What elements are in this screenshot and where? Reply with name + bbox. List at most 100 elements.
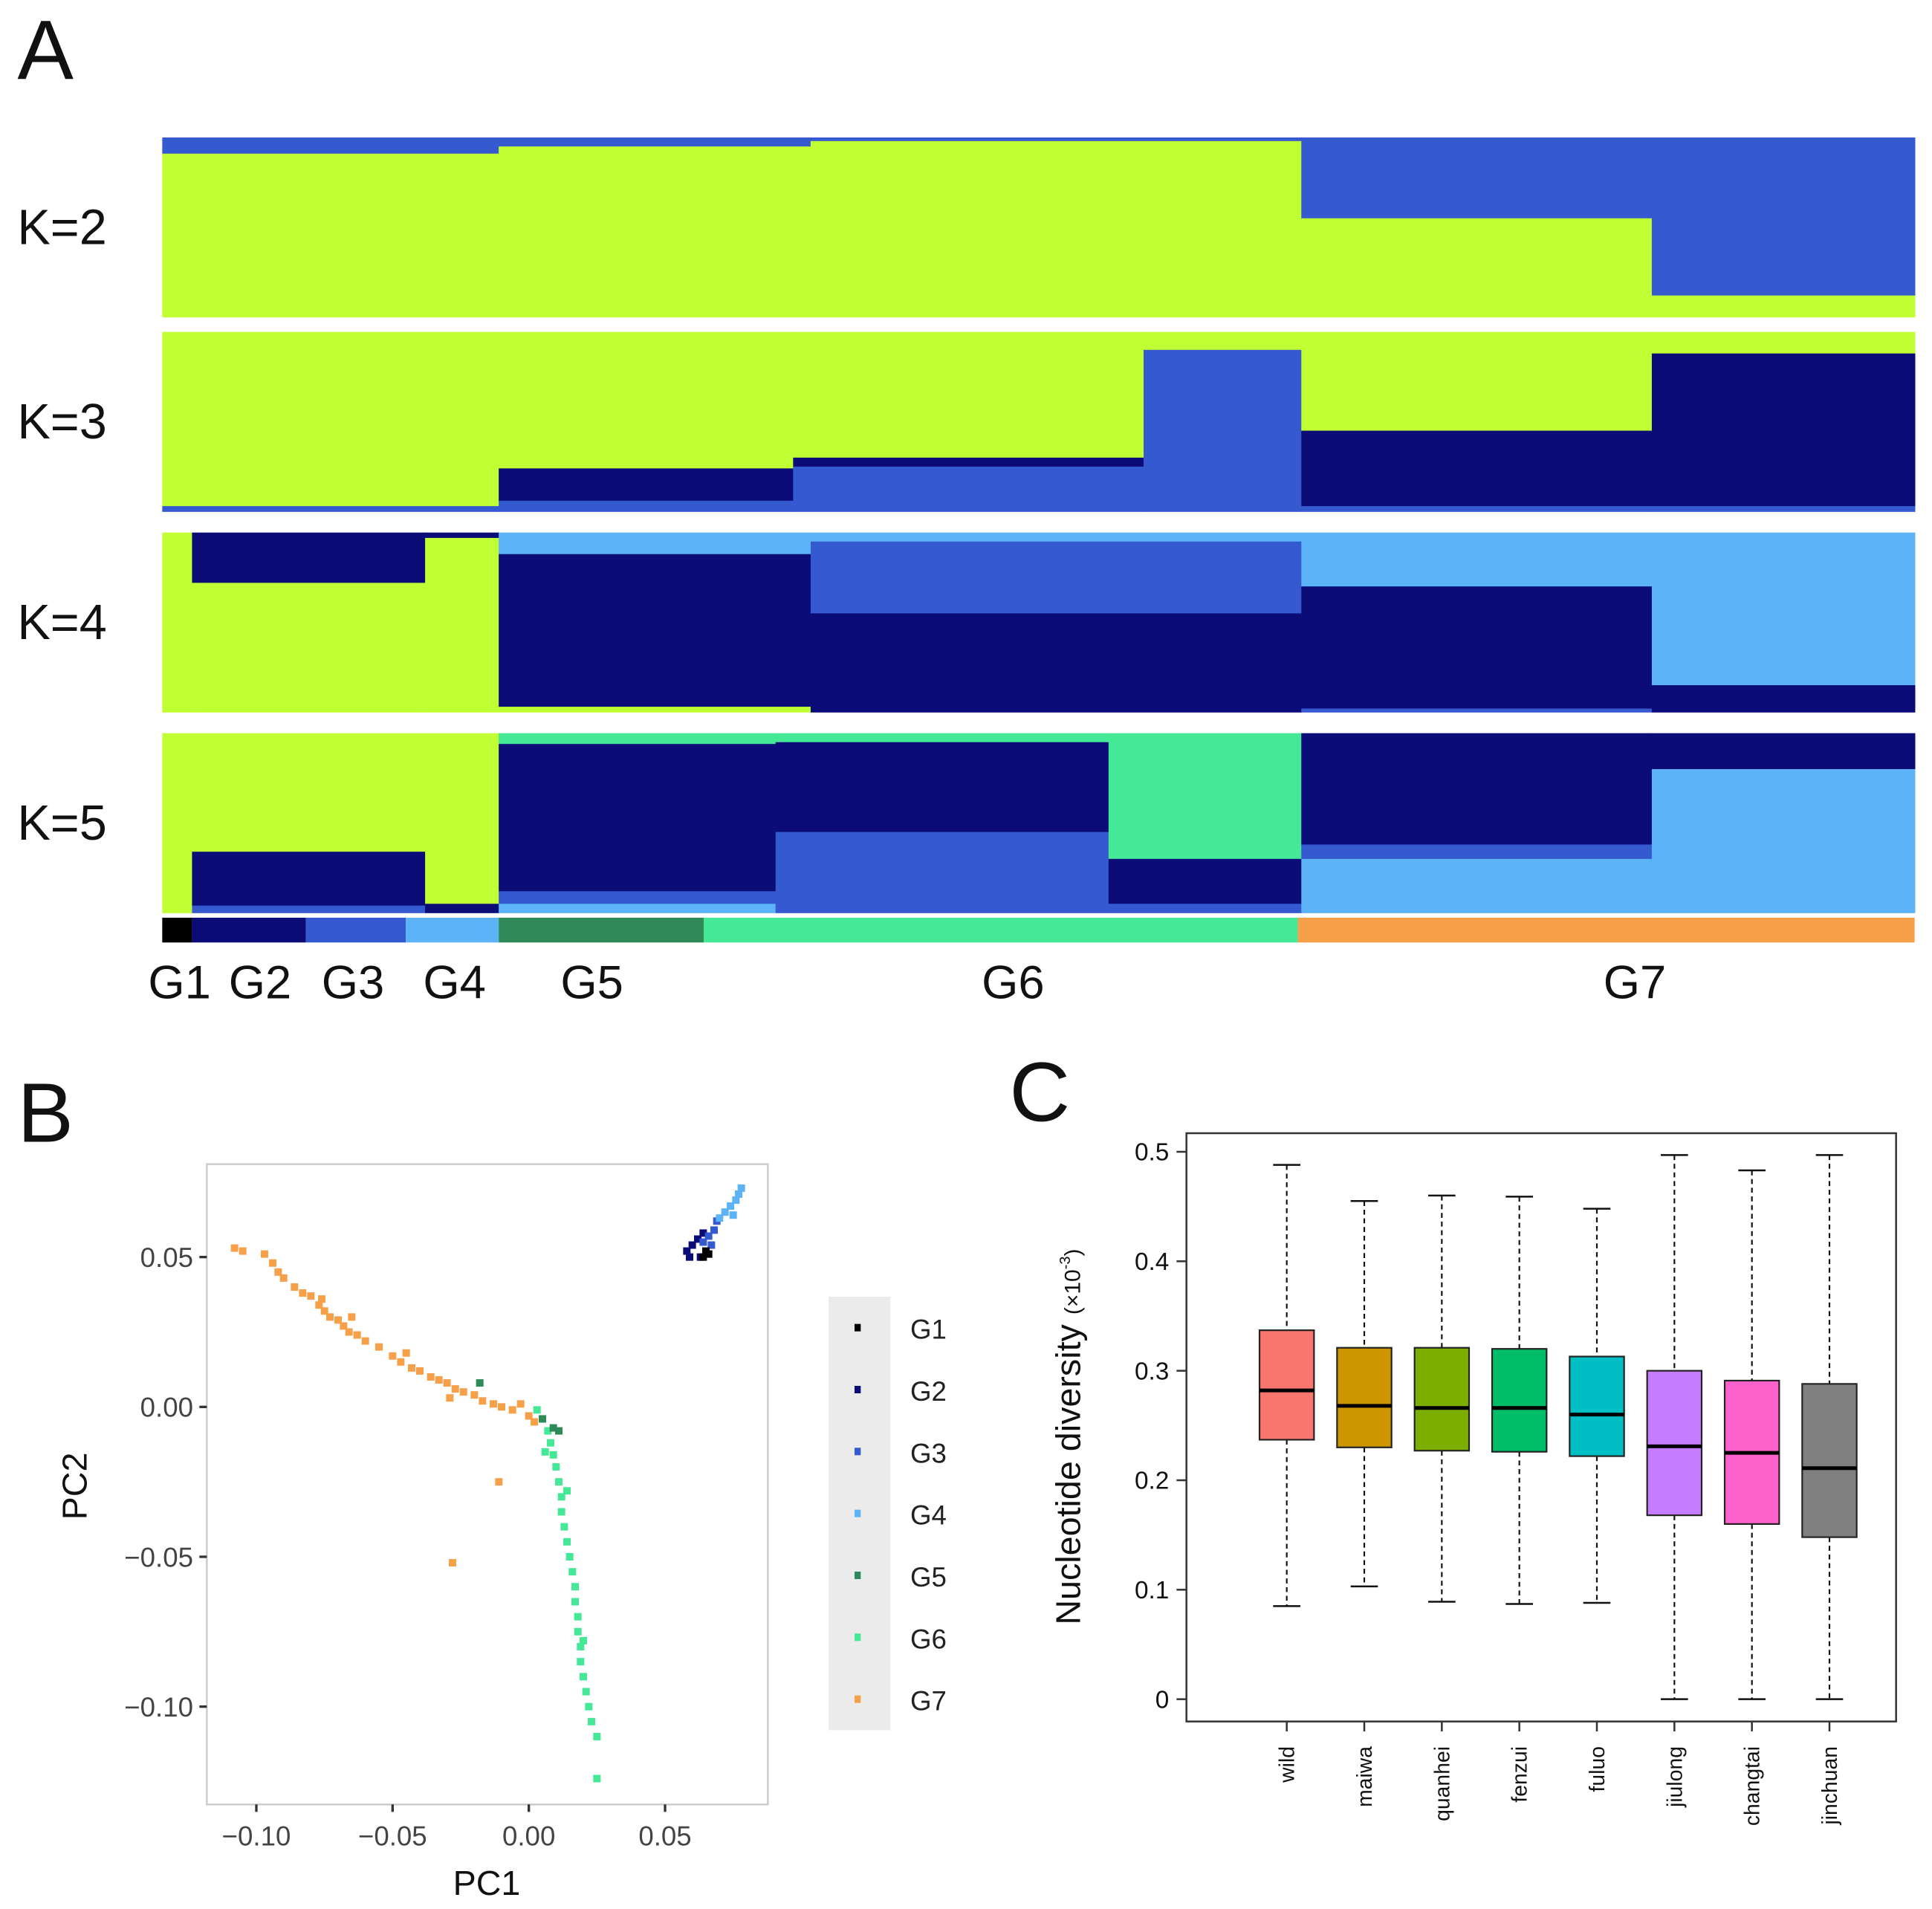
point-g7 — [239, 1247, 247, 1255]
point-g3 — [707, 1241, 716, 1249]
ancestry-segment — [425, 733, 499, 904]
point-g6 — [544, 1427, 552, 1435]
ancestry-segment — [192, 733, 426, 852]
point-g7 — [508, 1406, 516, 1414]
y-tick-label: −0.10 — [124, 1692, 193, 1722]
ancestry-segment — [499, 146, 811, 318]
ancestry-segment — [162, 506, 499, 512]
point-g6 — [577, 1658, 585, 1666]
point-g7 — [451, 1385, 459, 1393]
legend-key-g7 — [855, 1695, 861, 1703]
group-label: G5 — [560, 956, 623, 1008]
ancestry-segment — [1108, 904, 1303, 913]
legend-label: G1 — [910, 1315, 947, 1345]
point-g4 — [721, 1208, 729, 1216]
point-g5 — [555, 1427, 563, 1435]
point-g6 — [574, 1613, 582, 1621]
point-g6 — [563, 1537, 571, 1546]
point-g3 — [704, 1232, 713, 1240]
point-g6 — [533, 1406, 541, 1414]
point-g7 — [531, 1418, 538, 1426]
x-tick-label: wild — [1276, 1746, 1300, 1783]
ancestry-segment — [1301, 708, 1653, 713]
ancestry-segment — [499, 891, 777, 904]
panel-label-c: C — [1009, 1045, 1070, 1139]
point-g7 — [408, 1364, 415, 1372]
ancestry-segment — [810, 541, 1303, 614]
ancestry-segment — [499, 532, 811, 555]
point-g7 — [345, 1328, 353, 1336]
ancestry-segment — [499, 733, 777, 745]
group-label: G7 — [1604, 956, 1666, 1008]
ancestry-segment — [1301, 586, 1653, 709]
y-tick-label: 0.4 — [1135, 1248, 1169, 1276]
point-g6 — [552, 1463, 560, 1471]
point-g7 — [446, 1394, 454, 1402]
point-g6 — [568, 1568, 577, 1576]
point-g7 — [353, 1331, 361, 1339]
ancestry-segment — [499, 904, 777, 913]
ancestry-segment — [1651, 506, 1916, 512]
legend-key-g5 — [855, 1572, 861, 1579]
legend-key-g2 — [855, 1386, 861, 1393]
ancestry-segment — [192, 532, 426, 583]
y-axis-unit-close: ) — [1060, 1248, 1085, 1256]
k-label: K=5 — [17, 796, 106, 851]
point-g6 — [580, 1636, 587, 1644]
ancestry-segment — [1108, 858, 1303, 904]
ancestry-segment — [425, 904, 499, 913]
x-axis-label: PC1 — [453, 1864, 521, 1902]
point-g7 — [389, 1352, 397, 1360]
y-tick-label: 0.5 — [1135, 1139, 1169, 1167]
box-quanhei — [1413, 1346, 1471, 1452]
ancestry-segment — [1301, 506, 1653, 512]
ancestry-segment — [499, 331, 794, 469]
point-g6 — [541, 1448, 549, 1456]
ancestry-segment — [425, 532, 499, 539]
x-tick-label: 0.00 — [502, 1821, 555, 1851]
x-tick-label: changtai — [1741, 1746, 1765, 1826]
point-g7 — [470, 1391, 479, 1399]
point-g6 — [571, 1598, 579, 1606]
box-wild — [1258, 1329, 1315, 1441]
legend-label: G4 — [910, 1500, 947, 1531]
ancestry-segment — [775, 832, 1109, 913]
ancestry-segment — [192, 852, 426, 907]
ancestry-segment — [810, 532, 1303, 542]
point-g6 — [571, 1583, 579, 1591]
ancestry-segment — [810, 137, 1303, 142]
x-tick-label: −0.10 — [222, 1821, 291, 1851]
ancestry-segment — [1301, 733, 1653, 845]
point-g6 — [577, 1643, 585, 1650]
y-tick-label: −0.05 — [124, 1542, 193, 1572]
point-g1 — [702, 1247, 710, 1255]
point-g2 — [688, 1241, 696, 1249]
point-g7 — [340, 1322, 348, 1330]
point-g7 — [525, 1412, 533, 1420]
ancestry-segment — [775, 742, 1109, 833]
legend-label: G5 — [910, 1562, 947, 1592]
point-g7 — [326, 1313, 334, 1321]
point-g1 — [699, 1253, 707, 1261]
k-label: K=2 — [17, 200, 106, 255]
point-g4 — [732, 1196, 740, 1205]
point-g4 — [737, 1184, 745, 1192]
group-bar-g1 — [162, 918, 192, 943]
ancestry-segment — [162, 137, 499, 155]
point-g7 — [459, 1388, 467, 1396]
point-g2 — [686, 1253, 693, 1261]
box-jinchuan — [1801, 1383, 1858, 1538]
ancestry-segment — [1651, 532, 1916, 686]
x-tick-label: fenzui — [1508, 1746, 1532, 1803]
plot-area — [206, 1163, 769, 1806]
point-g4 — [727, 1202, 734, 1210]
point-g7 — [490, 1400, 497, 1408]
ancestry-segment — [1144, 349, 1303, 512]
point-g7 — [230, 1244, 239, 1252]
point-g7 — [375, 1343, 383, 1351]
ancestry-segment — [1301, 532, 1653, 587]
y-axis-unit: (×10 — [1060, 1269, 1085, 1315]
point-g7 — [443, 1379, 451, 1387]
x-tick-label: jiulong — [1663, 1746, 1687, 1808]
y-tick-label: 0.3 — [1135, 1358, 1169, 1385]
